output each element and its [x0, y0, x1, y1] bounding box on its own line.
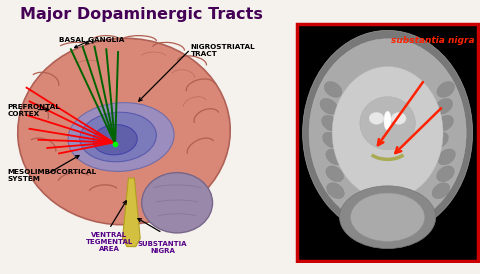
- Ellipse shape: [436, 115, 454, 131]
- Text: NIGROSTRIATAL
TRACT: NIGROSTRIATAL TRACT: [191, 44, 255, 57]
- Ellipse shape: [326, 183, 344, 199]
- Text: BASAL GANGLIA: BASAL GANGLIA: [59, 37, 124, 43]
- Ellipse shape: [437, 166, 455, 182]
- Text: VENTRAL
TEGMENTAL
AREA: VENTRAL TEGMENTAL AREA: [85, 233, 133, 252]
- Text: PREFRONTAL
CORTEX: PREFRONTAL CORTEX: [7, 104, 60, 118]
- Text: MESOLIMBOCORTICAL
SYSTEM: MESOLIMBOCORTICAL SYSTEM: [7, 169, 96, 182]
- Ellipse shape: [93, 125, 137, 155]
- Ellipse shape: [80, 112, 156, 162]
- Ellipse shape: [437, 81, 455, 97]
- Ellipse shape: [302, 30, 473, 235]
- Ellipse shape: [432, 183, 450, 199]
- Ellipse shape: [142, 173, 213, 233]
- Ellipse shape: [68, 102, 174, 172]
- Ellipse shape: [360, 97, 415, 150]
- Ellipse shape: [18, 38, 230, 225]
- Ellipse shape: [431, 132, 448, 148]
- Ellipse shape: [326, 166, 344, 182]
- Ellipse shape: [339, 186, 436, 249]
- Text: substantia nigra: substantia nigra: [391, 36, 474, 45]
- Text: Major Dopaminergic Tracts: Major Dopaminergic Tracts: [20, 7, 263, 22]
- Text: SUBSTANTIA
NIGRA: SUBSTANTIA NIGRA: [138, 241, 187, 255]
- Ellipse shape: [332, 67, 443, 199]
- Polygon shape: [122, 178, 140, 247]
- Ellipse shape: [438, 149, 456, 165]
- Ellipse shape: [369, 112, 384, 124]
- Ellipse shape: [350, 193, 424, 241]
- Ellipse shape: [309, 39, 466, 227]
- Ellipse shape: [326, 149, 344, 165]
- Ellipse shape: [320, 98, 338, 114]
- Ellipse shape: [324, 81, 342, 97]
- Ellipse shape: [322, 115, 339, 131]
- Ellipse shape: [323, 132, 340, 148]
- Ellipse shape: [391, 112, 406, 124]
- FancyBboxPatch shape: [297, 24, 478, 261]
- Ellipse shape: [384, 111, 391, 130]
- Ellipse shape: [435, 98, 453, 114]
